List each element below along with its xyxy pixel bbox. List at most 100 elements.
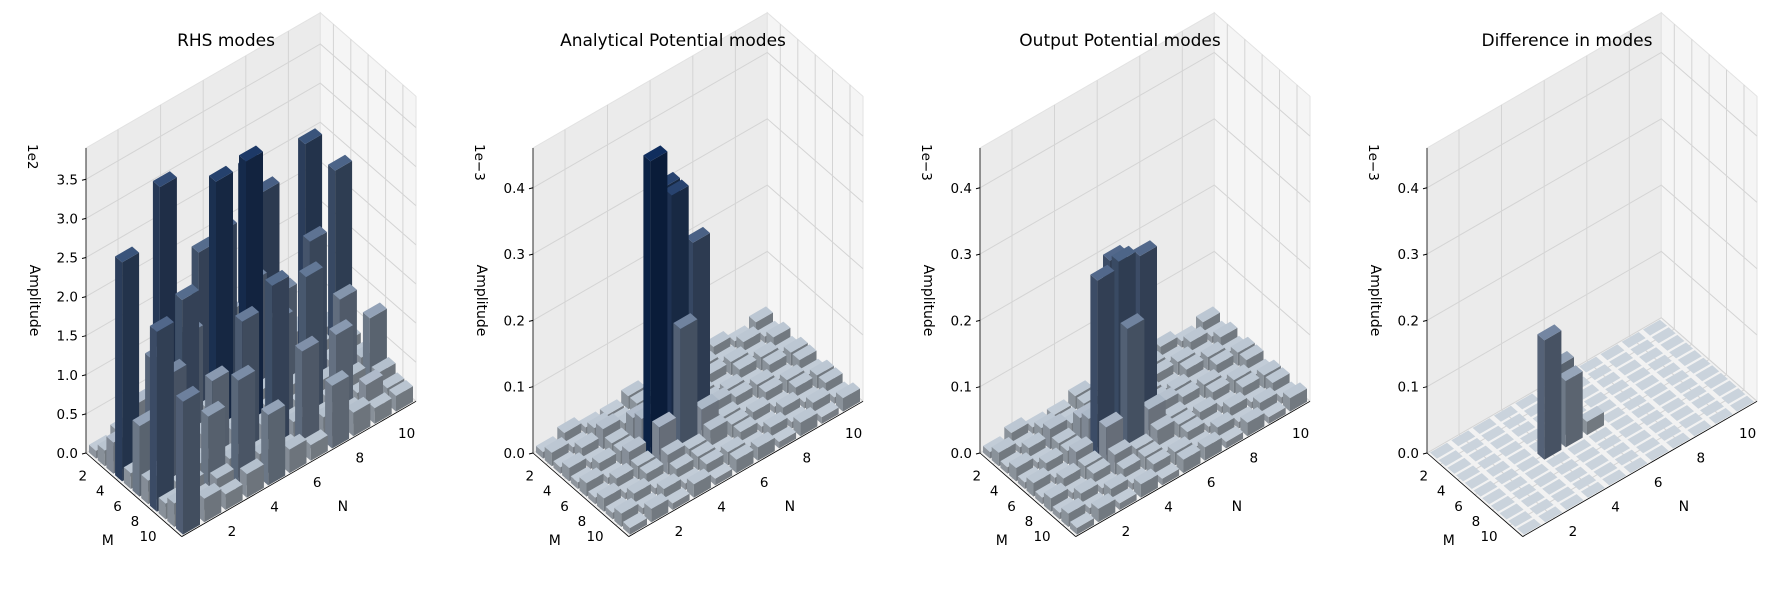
bar-right-face (1247, 413, 1265, 437)
bar (1580, 481, 1605, 498)
bar-top-face (1721, 388, 1746, 404)
z-axis-label: Amplitude (920, 265, 936, 337)
z-tick-mark (1422, 452, 1428, 455)
bar-top-face (1640, 409, 1664, 426)
bar-right-face (1098, 499, 1116, 523)
bar-top-face (1176, 443, 1201, 460)
y-axis-line (628, 400, 864, 537)
bar (1631, 402, 1656, 419)
bar (1666, 432, 1691, 449)
bar-top-face (818, 367, 843, 384)
bar-top-face (574, 432, 599, 449)
bar-top-face (1133, 468, 1158, 485)
bar-top-face (1627, 429, 1652, 446)
y-axis-label: N (1679, 499, 1689, 515)
y-tick-label: 8 (355, 450, 364, 466)
bar-top-face (1039, 447, 1064, 464)
bar-top-face (1017, 466, 1042, 483)
bar-top-face (197, 482, 222, 499)
z-gridline (532, 250, 864, 388)
bar (1499, 503, 1524, 520)
bar (176, 385, 200, 535)
bar-top-face (1030, 446, 1055, 463)
bar-top-face (1657, 425, 1682, 441)
bar-top-face (749, 369, 774, 385)
bar-top-face (1515, 393, 1540, 410)
y-tick-label: 4 (1164, 500, 1173, 516)
bar-top-face (757, 320, 782, 337)
bar-top-face (115, 246, 140, 263)
bar (1583, 391, 1608, 408)
z-tick-label: 0.2 (1398, 313, 1419, 329)
bar (1070, 512, 1094, 535)
bar-front-face (562, 462, 570, 482)
bar (1708, 408, 1733, 424)
bar (1648, 417, 1673, 434)
bar-top-face (209, 463, 234, 479)
z-tick-label: 0.1 (1398, 380, 1419, 396)
bar-top-face (583, 446, 608, 463)
bar-right-face (1097, 270, 1115, 460)
x-tick-label: 8 (1472, 514, 1481, 530)
bar-top-face (1468, 445, 1493, 462)
y-tick-label: 6 (760, 475, 769, 491)
bar-right-face (302, 341, 320, 454)
bar (1503, 476, 1528, 492)
bar-right-face (693, 474, 711, 498)
bar-top-face (1158, 372, 1183, 389)
bar-top-face (1546, 451, 1571, 468)
bar-front-face (544, 446, 552, 467)
bar (1438, 450, 1463, 467)
z-tick-label: 0.2 (951, 313, 972, 329)
bar-top-face (1180, 416, 1205, 433)
bar-top-face (231, 364, 256, 381)
x-tick-label: 6 (560, 499, 569, 515)
x-tick-label: 10 (139, 529, 156, 545)
bar-top-face (1593, 461, 1618, 478)
y-tick-label: 8 (1696, 450, 1705, 466)
z-tick-label: 0.3 (1398, 247, 1419, 263)
bar-top-face (712, 435, 737, 452)
bar-top-face (1494, 468, 1519, 485)
bar-top-face (176, 385, 200, 402)
bar-top-face (1133, 240, 1157, 257)
bar-front-face (106, 436, 114, 474)
bar-top-face (639, 458, 664, 474)
bar-top-face (1572, 474, 1597, 491)
bar-top-face (235, 305, 260, 322)
bar-top-face (1223, 391, 1247, 408)
bar (1472, 418, 1497, 434)
bar (1636, 437, 1661, 454)
bar-top-face (1460, 438, 1484, 454)
bar-top-face (749, 306, 773, 323)
bar-top-face (1677, 350, 1702, 366)
bar (1665, 370, 1690, 386)
z-tick-mark (528, 386, 534, 389)
bar-top-face (1631, 402, 1656, 419)
bar-front-face (176, 395, 183, 535)
bar-top-face (1691, 392, 1716, 409)
bar-top-face (1047, 461, 1072, 478)
bar-top-face (152, 171, 177, 188)
bar-top-face (1239, 344, 1264, 361)
bar-right-face (204, 489, 222, 523)
bar-top-face (295, 335, 320, 352)
bar-top-face (732, 353, 757, 370)
bar-top-face (1219, 426, 1244, 442)
bar-right-face (736, 450, 754, 474)
bar (1640, 409, 1664, 426)
bar-top-face (806, 387, 830, 403)
bar-top-face (1025, 411, 1050, 428)
bar-right-face (1587, 412, 1604, 436)
bar-top-face (1576, 446, 1601, 463)
bar-top-face (1597, 434, 1622, 451)
bar-top-face (1451, 430, 1476, 447)
bar-top-face (715, 345, 740, 362)
bar-top-face (1274, 381, 1299, 398)
bar (1617, 359, 1642, 376)
bar (1610, 414, 1634, 431)
bar-top-face (1052, 496, 1077, 513)
bar-top-face (596, 413, 620, 430)
bar-top-face (1567, 439, 1592, 455)
bar-top-face (1580, 405, 1604, 422)
